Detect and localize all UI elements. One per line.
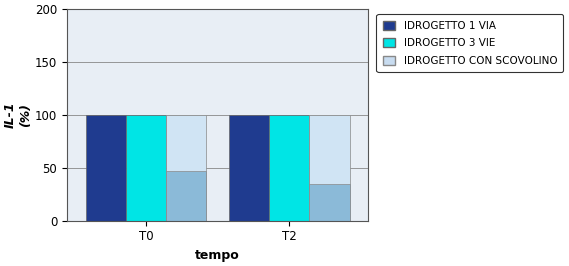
Y-axis label: IL-1
(%): IL-1 (%) [4, 102, 32, 128]
Bar [310, 184, 349, 221]
Bar [229, 115, 269, 221]
Bar [310, 115, 349, 221]
Bar [269, 115, 310, 221]
Bar [166, 171, 206, 221]
Legend: IDROGETTO 1 VIA, IDROGETTO 3 VIE, IDROGETTO CON SCOVOLINO: IDROGETTO 1 VIA, IDROGETTO 3 VIE, IDROGE… [377, 14, 563, 72]
X-axis label: tempo: tempo [195, 249, 240, 262]
Bar [166, 115, 206, 221]
Bar [126, 115, 166, 221]
Bar [85, 115, 126, 221]
